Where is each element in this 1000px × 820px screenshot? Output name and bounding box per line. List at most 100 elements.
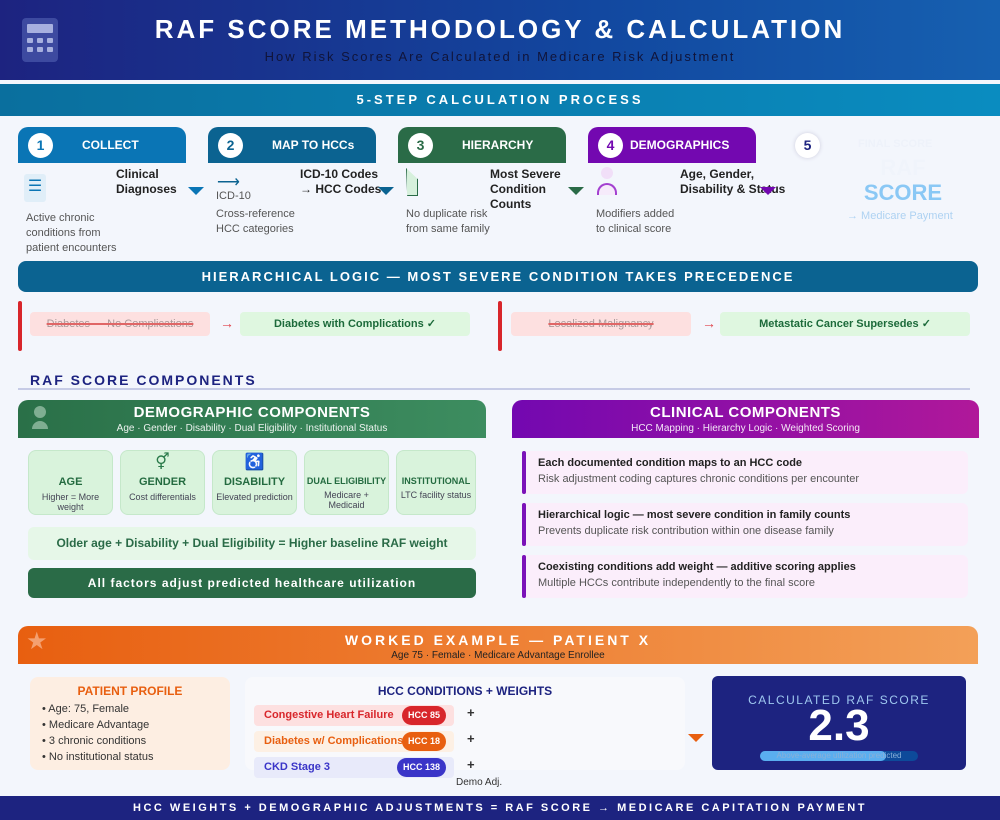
profile-item: • Medicare Advantage bbox=[42, 719, 150, 731]
worked-example-header: WORKED EXAMPLE — PATIENT X Age 75 · Femal… bbox=[18, 626, 978, 664]
demographic-formula: Older age + Disability + Dual Eligibilit… bbox=[28, 527, 476, 560]
hcc-row: Diabetes w/ Complications HCC 18 bbox=[254, 731, 454, 752]
step-5-number: 5 bbox=[795, 133, 820, 158]
hcc-badge: HCC 138 bbox=[396, 758, 446, 777]
step-label: COLLECT bbox=[82, 138, 139, 152]
tile-institutional: INSTITUTIONAL LTC facility status bbox=[396, 450, 476, 515]
clinical-item: Each documented condition maps to an HCC… bbox=[522, 451, 968, 494]
arrow-right-icon: → bbox=[220, 315, 234, 331]
tile-dual-eligibility: DUAL ELIGIBILITY Medicare + Medicaid bbox=[304, 450, 389, 515]
step-3-desc: No duplicate risk from same family bbox=[406, 208, 490, 235]
step-4-main: Age, Gender, Disability & Status bbox=[680, 167, 786, 196]
star-icon: ★ bbox=[26, 628, 48, 655]
arrow-right-icon: ⟶ bbox=[217, 174, 240, 191]
section-subtitle: Age 75 · Female · Medicare Advantage Enr… bbox=[391, 650, 605, 661]
age-icon bbox=[29, 451, 112, 473]
panel-title: CLINICAL COMPONENTS bbox=[650, 404, 841, 421]
item-desc: Multiple HCCs contribute independently t… bbox=[538, 577, 815, 589]
profile-item: • Age: 75, Female bbox=[42, 703, 130, 715]
gender-icon: ⚥ bbox=[155, 454, 170, 471]
step-5-desc: → Medicare Payment bbox=[847, 210, 953, 222]
item-desc: Prevents duplicate risk contribution wit… bbox=[538, 525, 834, 537]
superseded-condition: Diabetes — No Complications bbox=[30, 312, 210, 336]
tile-desc: Cost differentials bbox=[129, 492, 196, 502]
condition-name: Diabetes w/ Complications bbox=[264, 735, 404, 747]
tile-age: AGE Higher = More weight bbox=[28, 450, 113, 515]
calculator-icon bbox=[22, 18, 58, 62]
step-3-header: 3 HIERARCHY bbox=[398, 127, 566, 163]
steps-banner: 5-STEP CALCULATION PROCESS bbox=[0, 84, 1000, 116]
score-label: CALCULATED RAF SCORE bbox=[748, 693, 930, 707]
step-3-main: Most Severe Condition Counts bbox=[490, 167, 561, 211]
tile-desc: Higher = More weight bbox=[41, 492, 100, 512]
plus-icon: + bbox=[467, 731, 475, 746]
score-note: Above-average utilization predicted bbox=[776, 751, 902, 760]
step-4-desc: Modifiers added to clinical score bbox=[596, 208, 675, 235]
panel-title: DEMOGRAPHIC COMPONENTS bbox=[133, 404, 371, 421]
step-1-main: Clinical Diagnoses bbox=[116, 167, 177, 196]
step-number: 4 bbox=[598, 133, 623, 158]
institution-icon bbox=[397, 451, 475, 473]
item-desc: Risk adjustment coding captures chronic … bbox=[538, 473, 860, 485]
prevailing-condition: Diabetes with Complications ✓ bbox=[240, 312, 470, 336]
tile-desc: LTC facility status bbox=[400, 490, 472, 500]
step-number: 1 bbox=[28, 133, 53, 158]
profile-item: • No institutional status bbox=[42, 751, 154, 763]
item-title: Hierarchical logic — most severe conditi… bbox=[538, 509, 851, 521]
wheelchair-icon: ♿ bbox=[244, 454, 265, 471]
hcc-row: Congestive Heart Failure HCC 85 bbox=[254, 705, 454, 726]
header bbox=[0, 0, 1000, 80]
step-number: 2 bbox=[218, 133, 243, 158]
tile-gender: ⚥ GENDER Cost differentials bbox=[120, 450, 205, 515]
superseded-condition: Localized Malignancy bbox=[511, 312, 691, 336]
step-5-raf: RAF bbox=[880, 155, 926, 180]
red-marker bbox=[18, 301, 22, 351]
step-5-score: SCORE bbox=[863, 180, 943, 205]
panel-subtitle: Age · Gender · Disability · Dual Eligibi… bbox=[116, 423, 388, 434]
item-title: Coexisting conditions add weight — addit… bbox=[538, 561, 856, 573]
step-4-header: 4 DEMOGRAPHICS bbox=[588, 127, 756, 163]
tile-label: DISABILITY bbox=[223, 476, 286, 488]
demo-adj-label: Demo Adj. bbox=[456, 777, 503, 788]
patient-profile: PATIENT PROFILE • Age: 75, Female • Medi… bbox=[30, 677, 230, 770]
step-2-sub: ICD-10 bbox=[216, 190, 251, 202]
page-subtitle: How Risk Scores Are Calculated in Medica… bbox=[264, 49, 736, 64]
arrow-down-icon bbox=[568, 187, 584, 195]
hcc-badge: HCC 85 bbox=[401, 706, 446, 725]
red-marker bbox=[498, 301, 502, 351]
hcc-badge: HCC 18 bbox=[401, 732, 446, 751]
dual-icon bbox=[305, 451, 388, 473]
step-1-desc: Active chronic conditions from patient e… bbox=[26, 212, 117, 254]
step-2-desc: Cross-reference HCC categories bbox=[216, 208, 295, 235]
footer-banner: HCC WEIGHTS + DEMOGRAPHIC ADJUSTMENTS = … bbox=[0, 796, 1000, 820]
tile-label: DUAL ELIGIBILITY bbox=[306, 476, 387, 486]
condition-name: Congestive Heart Failure bbox=[264, 709, 394, 721]
score-box: CALCULATED RAF SCORE 2.3 Above-average u… bbox=[712, 676, 966, 770]
clinical-item: Coexisting conditions add weight — addit… bbox=[522, 555, 968, 598]
hcc-title: HCC CONDITIONS + WEIGHTS bbox=[377, 684, 553, 698]
step-5-label: FINAL SCORE bbox=[858, 138, 933, 150]
step-label: DEMOGRAPHICS bbox=[630, 138, 730, 152]
person-icon bbox=[32, 406, 48, 430]
score-value: 2.3 bbox=[808, 701, 870, 750]
profile-title: PATIENT PROFILE bbox=[77, 684, 183, 698]
utilization-bar: Above-average utilization predicted bbox=[760, 751, 918, 761]
arrow-down-icon bbox=[760, 187, 776, 195]
clinical-header: CLINICAL COMPONENTS HCC Mapping · Hierarc… bbox=[512, 400, 979, 438]
item-title: Each documented condition maps to an HCC… bbox=[538, 457, 803, 469]
tile-desc: Medicare + Medicaid bbox=[324, 490, 369, 510]
page-title: RAF SCORE METHODOLOGY & CALCULATION bbox=[154, 14, 846, 44]
prevailing-condition: Metastatic Cancer Supersedes ✓ bbox=[720, 312, 970, 336]
section-title: RAF SCORE COMPONENTS bbox=[30, 372, 257, 388]
arrow-down-icon bbox=[688, 734, 704, 742]
tile-disability: ♿ DISABILITY Elevated prediction bbox=[212, 450, 297, 515]
hierarchy-banner: HIERARCHICAL LOGIC — MOST SEVERE CONDITI… bbox=[18, 261, 978, 292]
person-icon bbox=[597, 167, 617, 197]
tile-label: AGE bbox=[58, 476, 83, 488]
step-label: HIERARCHY bbox=[462, 138, 534, 152]
demographic-header: DEMOGRAPHIC COMPONENTS Age · Gender · Dis… bbox=[18, 400, 486, 438]
profile-item: • 3 chronic conditions bbox=[42, 735, 147, 747]
tile-desc: Elevated prediction bbox=[216, 492, 293, 502]
arrow-down-icon bbox=[188, 187, 204, 195]
demographic-footer: All factors adjust predicted healthcare … bbox=[28, 568, 476, 598]
